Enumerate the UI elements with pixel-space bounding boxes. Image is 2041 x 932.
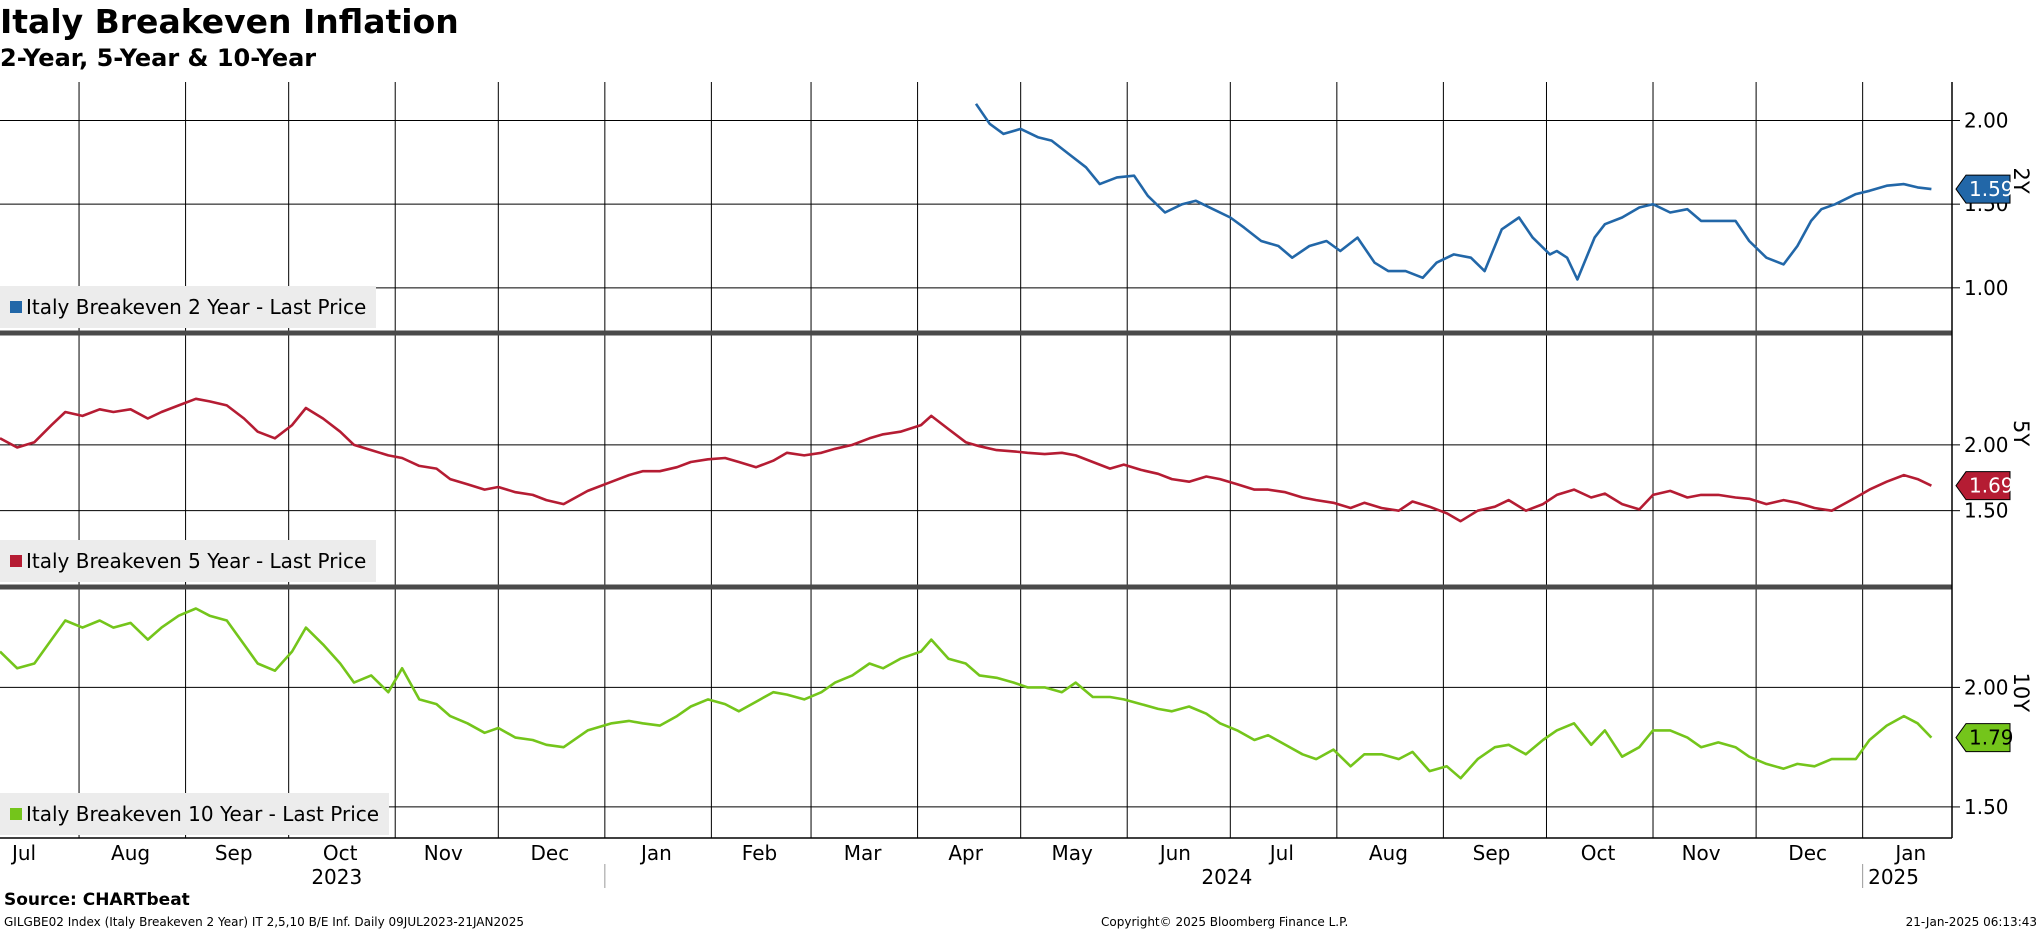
x-tick-label: Aug	[1369, 841, 1408, 865]
copyright: Copyright© 2025 Bloomberg Finance L.P.	[1101, 915, 1349, 929]
last-value-tag	[1955, 174, 2011, 204]
x-tick-label: Apr	[948, 841, 983, 865]
x-tick-label: May	[1052, 841, 1094, 865]
legend-swatch-5y	[10, 554, 22, 567]
x-tick-label: Jul	[1268, 841, 1294, 865]
legend-label-2y: Italy Breakeven 2 Year - Last Price	[26, 295, 367, 319]
last-value-label: 1.69	[1969, 474, 2014, 498]
source-note: Source: CHARTbeat	[4, 890, 190, 910]
chart-title: Italy Breakeven Inflation	[0, 2, 459, 41]
legend-2y: Italy Breakeven 2 Year - Last Price	[0, 286, 377, 328]
y-tick-label: 1.50	[1964, 795, 2009, 819]
x-tick-label: Sep	[215, 841, 253, 865]
x-tick-label: Jan	[639, 841, 672, 865]
last-value-label: 1.79	[1969, 726, 2014, 750]
x-year-label: 2024	[1201, 865, 1252, 889]
legend-10y: Italy Breakeven 10 Year - Last Price	[0, 793, 390, 835]
timestamp: 21-Jan-2025 06:13:43	[1905, 915, 2037, 929]
last-value-tag	[1955, 471, 2011, 501]
y-tick-label: 2.00	[1964, 108, 2009, 132]
x-tick-label: Mar	[844, 841, 883, 865]
last-value-tag	[1955, 723, 2011, 753]
series-line-2y	[974, 103, 1932, 281]
y-tick-label: 2.00	[1964, 675, 2009, 699]
y-tick-label: 2.00	[1964, 433, 2009, 457]
x-tick-label: Dec	[531, 841, 570, 865]
axis-title-5y: 5Y	[2009, 420, 2033, 446]
x-tick-label: Jul	[10, 841, 36, 865]
legend-label-5y: Italy Breakeven 5 Year - Last Price	[26, 549, 367, 573]
axis-title-10y: 10Y	[2009, 673, 2033, 713]
x-tick-label: Aug	[111, 841, 150, 865]
y-tick-label: 1.50	[1964, 499, 2009, 523]
x-tick-label: Oct	[323, 841, 358, 865]
chart-subtitle: 2-Year, 5-Year & 10-Year	[0, 44, 317, 72]
x-tick-label: Nov	[1682, 841, 1721, 865]
x-tick-label: Feb	[742, 841, 777, 865]
x-tick-label: Jun	[1158, 841, 1191, 865]
y-tick-label: 1.00	[1964, 276, 2009, 300]
series-line-5y	[0, 397, 1932, 523]
series-line-10y	[0, 607, 1933, 780]
legend-swatch-10y	[10, 807, 22, 820]
x-tick-label: Oct	[1581, 841, 1616, 865]
x-year-label: 2023	[311, 865, 362, 889]
legend-swatch-2y	[10, 300, 22, 313]
x-year-label: 2025	[1868, 865, 1919, 889]
last-value-label: 1.59	[1969, 177, 2014, 201]
axis-title-2y: 2Y	[2009, 168, 2033, 194]
legend-5y: Italy Breakeven 5 Year - Last Price	[0, 540, 377, 582]
x-tick-label: Sep	[1473, 841, 1511, 865]
x-tick-label: Nov	[424, 841, 463, 865]
x-tick-label: Dec	[1788, 841, 1827, 865]
index-info: GILGBE02 Index (Italy Breakeven 2 Year) …	[4, 915, 525, 929]
x-tick-label: Jan	[1893, 841, 1926, 865]
legend-label-10y: Italy Breakeven 10 Year - Last Price	[26, 802, 380, 826]
